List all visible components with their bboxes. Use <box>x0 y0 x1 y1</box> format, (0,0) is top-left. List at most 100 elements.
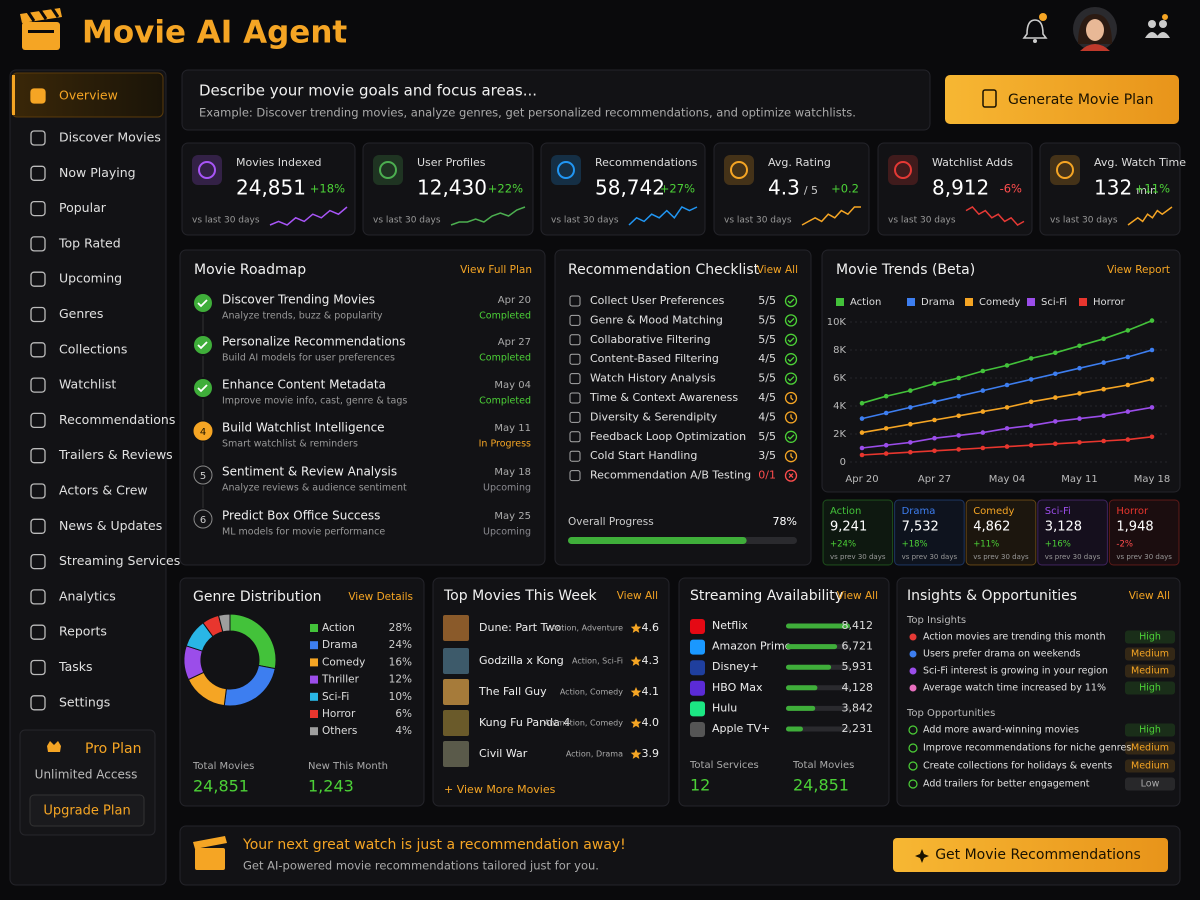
trend-point <box>1149 405 1155 410</box>
nav-item[interactable]: Upcoming <box>59 271 122 286</box>
movie-title[interactable]: Godzilla x Kong <box>479 654 564 667</box>
check-status-glyph <box>787 337 795 343</box>
nav-icon <box>30 448 46 464</box>
check-status-glyph <box>787 317 795 324</box>
stat-label: Avg. Watch Time <box>1094 156 1186 169</box>
legend-swatch <box>965 298 973 306</box>
x-tick-label: Apr 20 <box>845 474 878 485</box>
roadmap-panel <box>179 249 546 566</box>
nav-item[interactable]: Popular <box>59 200 107 215</box>
movie-title[interactable]: Dune: Part Two <box>479 621 561 634</box>
genre-name: Horror <box>322 708 356 720</box>
check-score: 4/5 <box>758 391 776 404</box>
avatar[interactable] <box>1073 7 1117 51</box>
service-logo <box>690 701 705 717</box>
poster <box>443 741 469 767</box>
stat-icon <box>888 155 918 185</box>
poster <box>443 648 469 674</box>
insight-icon <box>909 633 917 641</box>
level-badge <box>1125 630 1175 644</box>
nav-item[interactable]: Streaming Services <box>59 553 180 568</box>
bar <box>786 623 850 629</box>
nav-item[interactable]: Overview <box>59 88 118 103</box>
notifications[interactable] <box>1022 13 1048 43</box>
x-tick-label: May 11 <box>1061 474 1098 485</box>
check-status <box>784 411 798 424</box>
stat-value: 58,742 <box>595 176 665 200</box>
upgrade-button[interactable] <box>29 794 145 827</box>
panel-title: Movie Roadmap <box>194 262 306 278</box>
recommend-button[interactable] <box>893 838 1168 872</box>
opportunity-icon <box>908 779 918 789</box>
stat-note: vs last 30 days <box>373 216 441 226</box>
generate-button[interactable] <box>945 75 1179 124</box>
panel-link[interactable]: View Details <box>348 591 413 603</box>
movie-title[interactable]: The Fall Guy <box>478 685 547 698</box>
nav-item[interactable]: Tasks <box>58 659 93 674</box>
level-label: High <box>1139 683 1161 694</box>
generate-label[interactable]: Generate Movie Plan <box>1008 92 1154 108</box>
panel-link[interactable]: View All <box>1129 590 1170 602</box>
legend-swatch <box>310 710 318 718</box>
nav-item[interactable]: Watchlist <box>59 377 116 392</box>
nav-item[interactable]: Now Playing <box>59 165 136 180</box>
panel-title: Genre Distribution <box>193 589 322 605</box>
panel-link[interactable]: View All <box>757 264 798 276</box>
upgrade-label[interactable]: Upgrade Plan <box>43 804 130 819</box>
nav-item[interactable]: Recommendations <box>59 412 175 427</box>
check-status <box>784 353 798 366</box>
stat-card <box>362 142 534 236</box>
trend-point <box>1101 386 1106 392</box>
genre-share: 28% <box>389 622 412 634</box>
legend-label: Horror <box>1093 297 1126 308</box>
nav-item[interactable]: Analytics <box>59 588 116 603</box>
nav-item[interactable]: Actors & Crew <box>59 483 148 498</box>
nav-item[interactable]: Top Rated <box>58 235 121 250</box>
nav-item[interactable]: Discover Movies <box>59 130 161 145</box>
panel-link[interactable]: View Report <box>1107 264 1170 276</box>
movie-title[interactable]: Civil War <box>479 747 528 760</box>
y-tick-label: 8K <box>833 345 846 356</box>
nav-icon <box>30 553 46 570</box>
y-tick-label: 10K <box>827 317 847 328</box>
nav-icon <box>30 483 46 499</box>
stat-delta: +27% <box>660 182 695 196</box>
stat-delta: +22% <box>488 182 523 196</box>
legend-swatch <box>310 658 318 667</box>
panel-link[interactable]: View All <box>617 590 658 602</box>
nav-icon <box>30 518 46 534</box>
view-more[interactable]: + View More Movies <box>444 783 556 796</box>
trend-card-total: 4,862 <box>973 520 1010 535</box>
check-status <box>784 391 798 405</box>
panel-link[interactable]: View Full Plan <box>460 264 532 276</box>
nav-item[interactable]: News & Updates <box>59 518 162 533</box>
panel-link[interactable]: View All <box>837 590 878 602</box>
check <box>197 299 208 308</box>
stat-label: User Profiles <box>417 156 486 169</box>
trend-card-name: Comedy <box>973 506 1014 517</box>
stat-value: 4.3 <box>768 176 800 200</box>
genre-name: Thriller <box>321 674 360 686</box>
trend-point <box>1004 363 1010 368</box>
trend-card-note: vs prev 30 days <box>973 553 1029 561</box>
nav-item[interactable]: Collections <box>59 341 127 356</box>
nav-item[interactable]: Settings <box>59 694 110 709</box>
legend-swatch <box>310 641 318 650</box>
check-label: Collect User Preferences <box>590 294 725 307</box>
star <box>630 718 642 728</box>
nav-item[interactable]: Genres <box>59 306 103 321</box>
users-icon[interactable] <box>1145 14 1170 38</box>
nav-item[interactable]: Trailers & Reviews <box>58 447 173 462</box>
footer-icon <box>193 836 227 870</box>
panel-title: Top Movies This Week <box>443 588 598 604</box>
trend-point <box>1101 438 1106 444</box>
recommend-label[interactable]: Get Movie Recommendations <box>935 847 1141 863</box>
trend-point <box>1004 382 1010 388</box>
nav-item[interactable]: Reports <box>59 624 107 639</box>
check-icon <box>569 334 581 346</box>
prompt-box[interactable] <box>181 69 931 131</box>
trend-point <box>956 393 961 399</box>
total-label: Total Movies <box>792 760 854 771</box>
movie-title[interactable]: Kung Fu Panda 4 <box>479 716 570 729</box>
check-status-glyph <box>790 395 794 401</box>
